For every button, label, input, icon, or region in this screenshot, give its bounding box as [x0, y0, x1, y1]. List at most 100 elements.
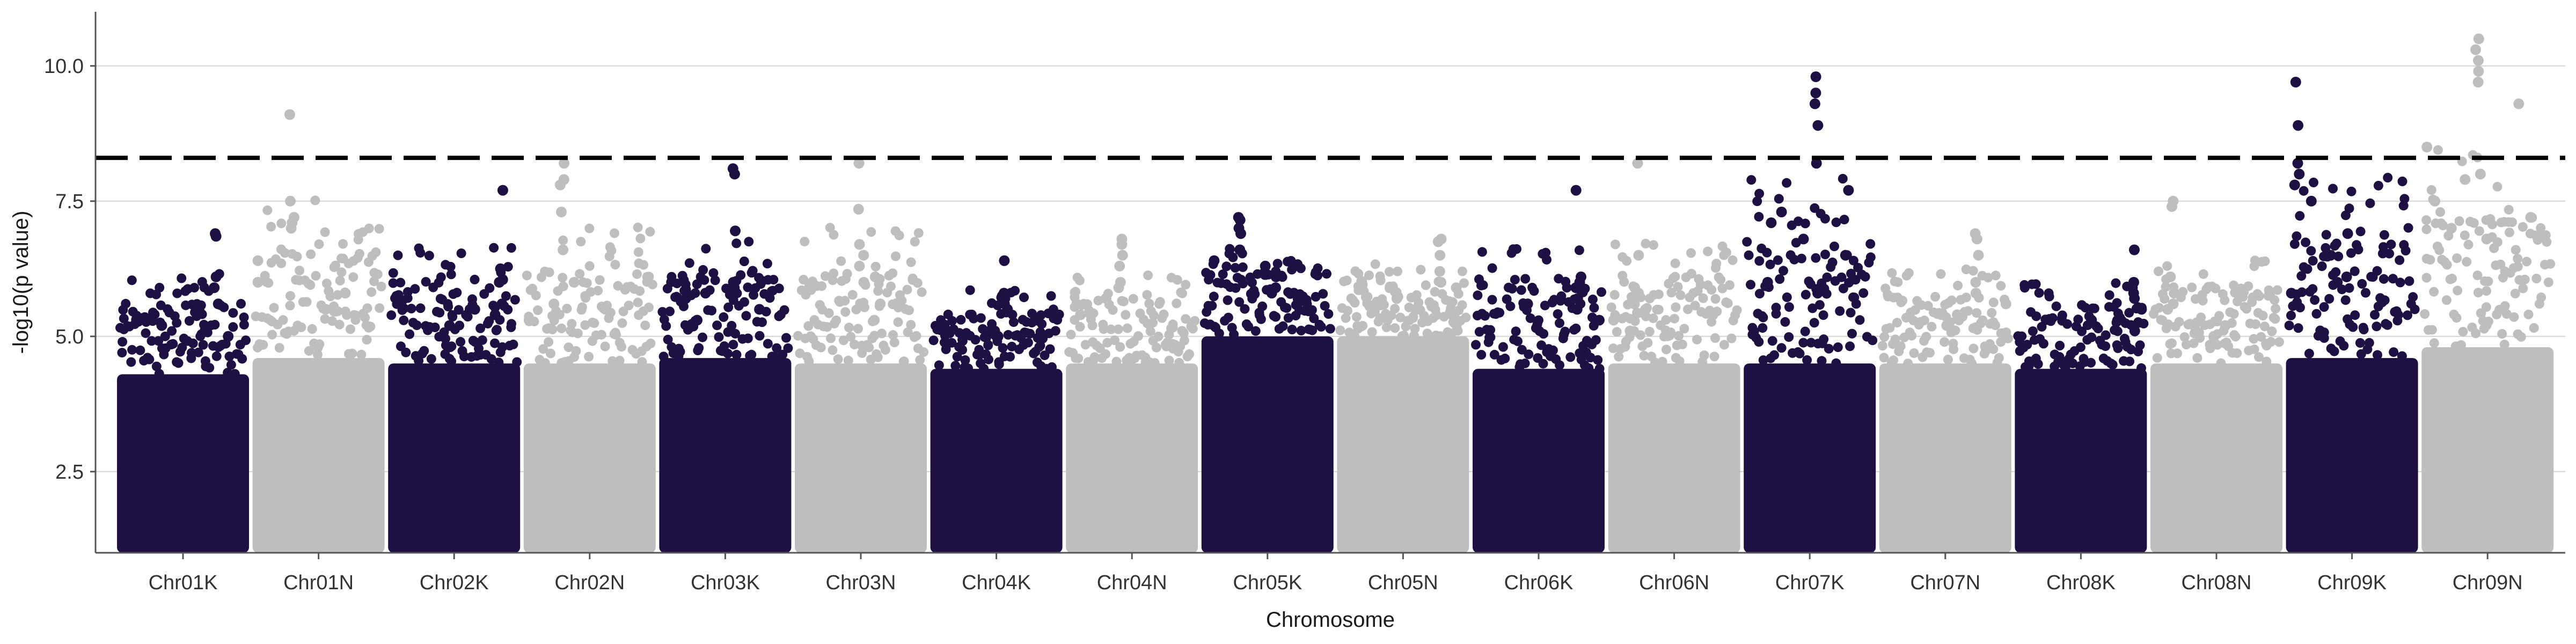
data-point [2454, 216, 2464, 226]
data-point [241, 335, 251, 346]
data-point [494, 357, 504, 368]
data-point [1771, 309, 1781, 319]
data-point [1903, 358, 1913, 369]
data-point [118, 336, 128, 347]
data-point [941, 344, 951, 354]
data-point [1742, 237, 1752, 247]
data-point [2136, 363, 2146, 373]
data-point [1385, 267, 1394, 277]
data-point [1542, 254, 1552, 265]
data-point [2086, 314, 2097, 326]
data-point [1758, 312, 1768, 323]
data-point [1827, 257, 1838, 267]
data-point [1629, 298, 1640, 310]
data-point [1035, 341, 1045, 351]
data-point [934, 360, 944, 370]
data-point [1381, 322, 1392, 332]
data-point [1707, 285, 1717, 295]
data-point [1214, 328, 1224, 339]
data-point [595, 275, 605, 285]
data-point [556, 207, 567, 217]
data-point [557, 323, 567, 333]
data-point [559, 158, 570, 169]
data-point [1473, 290, 1483, 301]
data-point [184, 316, 194, 326]
data-point [2433, 145, 2443, 155]
data-point [1644, 326, 1655, 336]
data-point [267, 330, 277, 340]
data-point [1513, 336, 1523, 346]
data-point [2501, 309, 2512, 319]
data-point [772, 343, 782, 353]
data-point [1270, 271, 1282, 282]
data-point [1118, 296, 1129, 306]
data-point [2169, 288, 2180, 299]
data-point [1996, 281, 2006, 291]
data-point [2000, 298, 2011, 310]
data-point [1184, 349, 1194, 359]
data-point [2342, 228, 2353, 239]
data-point [1820, 250, 1830, 260]
data-point [2438, 221, 2448, 231]
data-point [1725, 280, 1735, 290]
data-point [1238, 262, 1248, 272]
x-tick-label: Chr09K [2317, 572, 2387, 594]
data-point [767, 352, 777, 362]
data-point [1122, 323, 1132, 333]
data-point [846, 332, 856, 342]
data-point [1485, 325, 1496, 335]
data-point [2442, 260, 2452, 270]
data-point [850, 339, 860, 349]
data-point [2513, 254, 2523, 264]
data-point [1896, 297, 1906, 308]
data-point [1234, 297, 1245, 307]
data-point [1164, 355, 1174, 365]
data-point [2456, 340, 2466, 350]
data-point [257, 312, 267, 322]
data-point [869, 314, 880, 326]
data-point [1664, 279, 1674, 289]
data-point [853, 203, 864, 215]
data-point [816, 342, 826, 353]
data-point [1106, 324, 1116, 334]
data-point [2397, 177, 2407, 186]
data-point [354, 248, 364, 259]
data-point [168, 339, 178, 349]
data-point [1679, 324, 1689, 334]
data-point [1399, 331, 1409, 340]
data-point [730, 225, 741, 237]
data-point [2120, 318, 2131, 328]
data-point [239, 312, 249, 323]
data-point [2077, 300, 2087, 310]
data-point [424, 251, 434, 261]
data-point [836, 256, 846, 266]
data-point [781, 333, 791, 343]
data-point [213, 298, 224, 310]
data-point [1776, 207, 1787, 217]
data-point [540, 266, 550, 276]
x-tick-label: Chr05K [1233, 572, 1302, 594]
data-point [1495, 308, 1505, 318]
data-point [1409, 331, 1419, 341]
data-point [822, 322, 832, 332]
data-point [754, 304, 765, 315]
data-point [1847, 328, 1857, 339]
data-point [2531, 274, 2542, 283]
point-cloud [1879, 363, 2011, 553]
data-point [2370, 310, 2380, 320]
data-point [680, 320, 690, 330]
data-point [2509, 312, 2519, 322]
data-point [1571, 304, 1583, 315]
data-point [402, 287, 413, 297]
data-point [1800, 326, 1810, 336]
data-point [187, 348, 196, 358]
data-point [2050, 349, 2060, 360]
data-point [470, 274, 480, 284]
data-point [804, 356, 814, 366]
data-point [2075, 342, 2085, 353]
data-point [661, 321, 671, 331]
data-point [127, 345, 137, 355]
data-point [729, 169, 740, 180]
data-point [2119, 333, 2129, 343]
data-point [580, 320, 590, 330]
